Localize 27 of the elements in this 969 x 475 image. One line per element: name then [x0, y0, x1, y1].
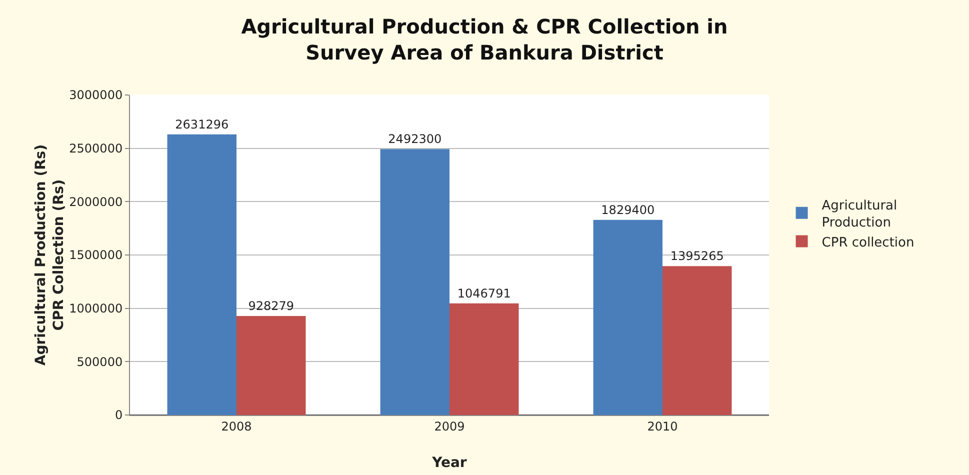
y-tick-label: 2500000 — [69, 142, 123, 156]
bar — [236, 316, 306, 415]
x-tick-label: 2009 — [434, 419, 465, 434]
data-label: 2631296 — [175, 117, 229, 132]
bar — [167, 134, 236, 415]
y-tick-label: 2000000 — [69, 194, 123, 209]
bar — [593, 220, 662, 415]
data-label: 2492300 — [388, 132, 442, 146]
bar — [450, 303, 519, 415]
y-tick-label: 3000000 — [69, 88, 123, 102]
x-tick-label: 2008 — [221, 419, 252, 434]
chart-title: Agricultural Production & CPR Collection in Survey Area of Bankura District — [241, 14, 728, 64]
y-tick-label: 0 — [114, 408, 123, 422]
bar — [662, 266, 732, 415]
legend-label: Agricultural Production — [822, 198, 898, 230]
y-tick-label: 500000 — [76, 354, 123, 369]
y-axis-title: Agricultural Production (Rs) CPR Collection (Rs) — [32, 144, 68, 366]
x-tick-label: 2010 — [647, 419, 678, 434]
data-label: 928279 — [248, 298, 294, 313]
y-tick-label: 1500000 — [69, 248, 123, 262]
data-label: 1046791 — [457, 286, 511, 300]
y-tick-label: 1000000 — [69, 302, 123, 316]
data-label: 1395265 — [670, 249, 724, 264]
bar — [380, 149, 450, 415]
legend-label: CPR collection — [822, 235, 914, 250]
data-label: 1829400 — [601, 202, 655, 217]
x-axis-title: Year — [431, 455, 467, 471]
